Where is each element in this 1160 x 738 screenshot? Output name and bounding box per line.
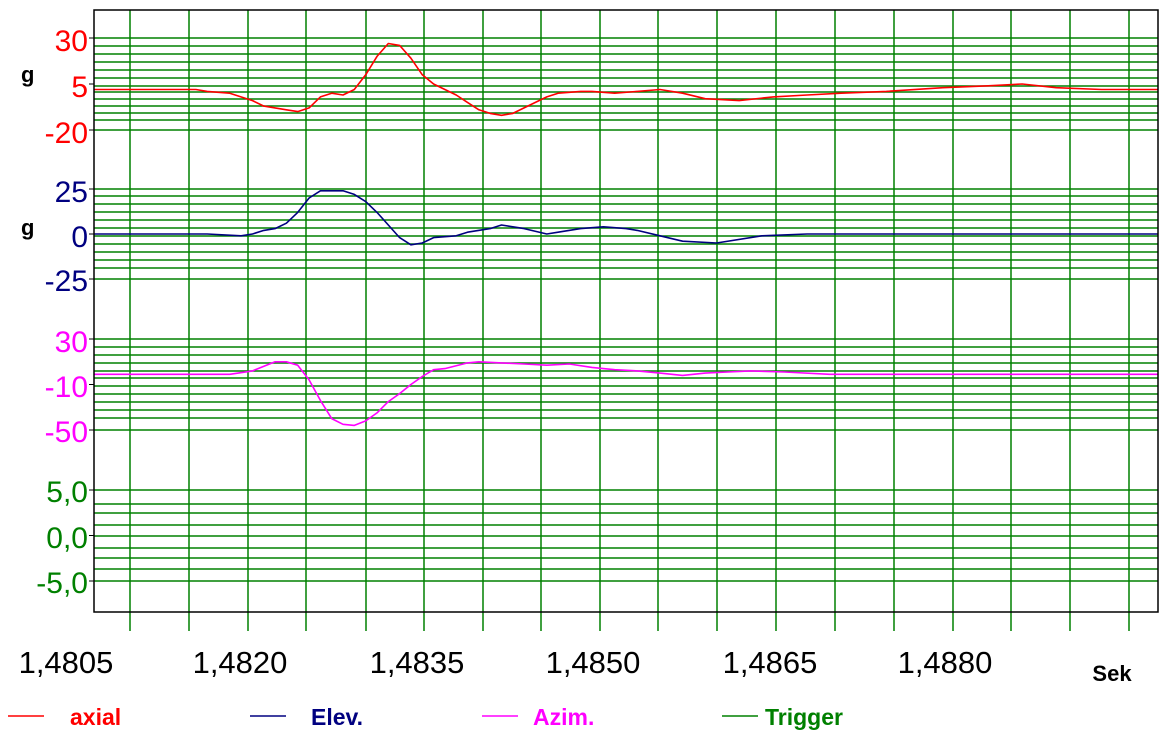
trigger-tick-mid: 0,0 [46,522,88,555]
azim-tick-top: 30 [55,326,88,359]
elev-tick-top: 25 [55,176,88,209]
legend-label-axial: axial [70,704,121,730]
legend: axial Elev. Azim. Trigger [8,704,843,730]
axial-tick-top: 30 [55,25,88,58]
legend-label-trigger: Trigger [765,704,843,730]
trigger-tick-top: 5,0 [46,476,88,509]
x-tick-3: 1,4835 [370,645,465,680]
elev-tick-bottom: -25 [45,265,88,298]
legend-item-elev: Elev. [250,704,363,730]
legend-item-trigger: Trigger [722,704,843,730]
x-tick-2: 1,4820 [193,645,288,680]
elev-tick-mid: 0 [71,221,88,254]
legend-item-axial: axial [8,704,121,730]
series-line-elev [94,190,1158,246]
axial-unit-label: g [21,62,34,87]
plot-frame [93,9,1159,613]
series-layer [94,42,1158,427]
x-tick-5: 1,4865 [723,645,818,680]
x-tick-4: 1,4850 [546,645,641,680]
azim-tick-bottom: -50 [45,416,88,449]
legend-label-azim: Azim. [533,704,594,730]
series-line-axial [94,42,1158,117]
grid-lines [89,10,1158,631]
azim-tick-mid: -10 [45,371,88,404]
legend-label-elev: Elev. [311,704,363,730]
x-axis-labels: 1,4805 1,4820 1,4835 1,4850 1,4865 1,488… [19,645,1133,686]
elev-unit-label: g [21,215,34,240]
x-unit-label: Sek [1092,661,1132,686]
legend-item-azim: Azim. [482,704,594,730]
trigger-tick-bottom: -5,0 [36,567,88,600]
series-line-azim [94,360,1158,427]
x-tick-1: 1,4805 [19,645,114,680]
axial-tick-bottom: -20 [45,117,88,150]
y-axis-labels: 30 5 -20 g 25 0 -25 g 30 -10 -50 5,0 0,0… [21,25,88,600]
x-tick-6: 1,4880 [898,645,993,680]
axial-tick-mid: 5 [71,71,88,104]
